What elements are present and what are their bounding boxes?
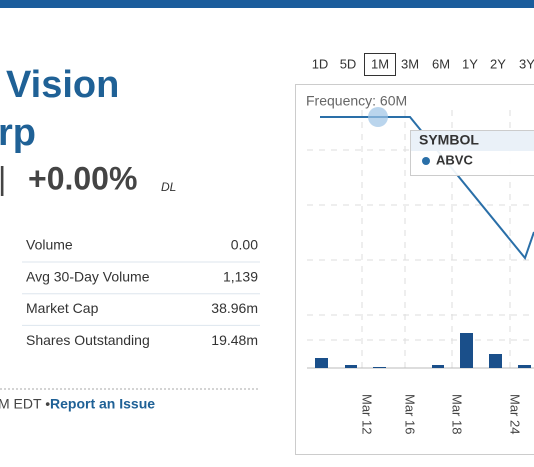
range-button[interactable]: 3M [401,56,419,71]
market: DL [161,180,176,194]
stat-value: 38.96m [211,300,258,316]
tooltip-symbol: ABVC [436,152,473,167]
range-buttons: 1D 5D 1M 3M 6M 1Y 2Y 3Y [312,54,534,76]
stat-value: 0.00 [231,237,258,253]
tooltip-header: SYMBOL [419,132,479,148]
stats-table: Volume 0.00 Avg 30-Day Volume 1,139 Market C… [22,237,260,348]
x-label: Mar 12 [360,394,375,434]
separator: | [0,160,6,196]
x-label: Mar 24 [508,394,523,434]
x-label: Mar 16 [403,394,418,434]
stat-value: 19.48m [211,332,258,348]
range-button[interactable]: 2Y [490,56,506,71]
hover-point [368,107,388,127]
frequency[interactable]: Frequency: 60M [306,93,407,109]
stat-label: Avg 30-Day Volume [26,268,150,284]
x-label: Mar 18 [450,394,465,434]
report-link[interactable]: Report an Issue [50,396,155,412]
top-bar [0,0,534,8]
range-button[interactable]: 6M [432,56,450,71]
range-button[interactable]: 1M [371,56,389,71]
range-button[interactable]: 3Y [519,56,534,71]
company-name: rp [0,112,36,154]
stat-label: Volume [26,237,73,253]
stat-label: Market Cap [26,300,99,316]
range-button[interactable]: 5D [340,56,357,71]
stat-value: 1,139 [223,268,258,284]
company-name: Vision [6,64,119,106]
range-button[interactable]: 1Y [462,56,478,71]
price-change: +0.00% [28,160,137,196]
tooltip-dot [422,157,430,165]
timestamp: M EDT • [0,396,50,412]
range-button[interactable]: 1D [312,56,329,71]
stat-label: Shares Outstanding [26,332,150,348]
